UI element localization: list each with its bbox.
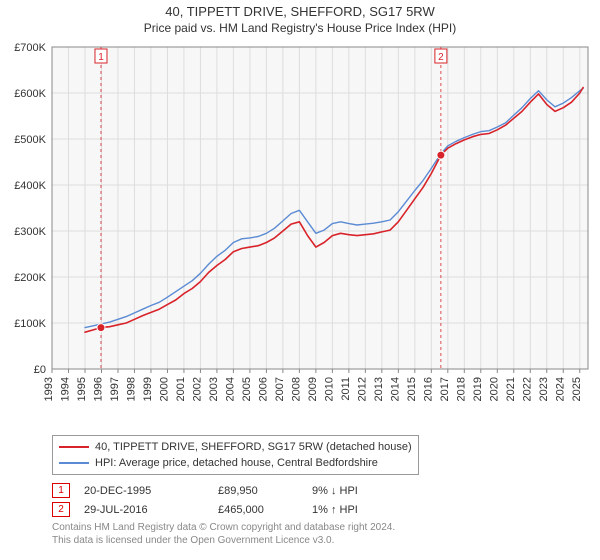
svg-text:2021: 2021 <box>505 377 517 401</box>
svg-text:1994: 1994 <box>59 377 71 401</box>
sale-diff: 1% ↑ HPI <box>312 504 392 516</box>
legend-swatch-hpi <box>59 462 89 464</box>
svg-text:2019: 2019 <box>472 377 484 401</box>
svg-text:1997: 1997 <box>109 377 121 401</box>
svg-text:£400K: £400K <box>14 180 46 192</box>
svg-text:2013: 2013 <box>373 377 385 401</box>
svg-text:£100K: £100K <box>14 318 46 330</box>
svg-text:2014: 2014 <box>389 377 401 401</box>
chart-subtitle: Price paid vs. HM Land Registry's House … <box>6 21 594 35</box>
svg-text:2004: 2004 <box>224 377 236 401</box>
svg-text:2008: 2008 <box>290 377 302 401</box>
footer: Contains HM Land Registry data © Crown c… <box>52 521 594 547</box>
svg-text:1993: 1993 <box>43 377 55 401</box>
svg-text:2000: 2000 <box>158 377 170 401</box>
sale-row: 1 20-DEC-1995 £89,950 9% ↓ HPI <box>52 483 594 498</box>
legend: 40, TIPPETT DRIVE, SHEFFORD, SG17 5RW (d… <box>52 435 419 475</box>
svg-text:£500K: £500K <box>14 134 46 146</box>
svg-text:2024: 2024 <box>554 377 566 401</box>
svg-text:2016: 2016 <box>422 377 434 401</box>
svg-text:2020: 2020 <box>488 377 500 401</box>
svg-text:1995: 1995 <box>76 377 88 401</box>
svg-text:£0: £0 <box>34 364 46 376</box>
svg-text:2009: 2009 <box>307 377 319 401</box>
sale-badge: 1 <box>52 483 70 498</box>
legend-label-price: 40, TIPPETT DRIVE, SHEFFORD, SG17 5RW (d… <box>95 439 412 455</box>
svg-text:2002: 2002 <box>191 377 203 401</box>
footer-line2: This data is licensed under the Open Gov… <box>52 534 594 547</box>
svg-text:2018: 2018 <box>455 377 467 401</box>
svg-text:2023: 2023 <box>538 377 550 401</box>
svg-text:2003: 2003 <box>208 377 220 401</box>
svg-text:1: 1 <box>98 52 104 63</box>
sale-badge: 2 <box>52 502 70 517</box>
svg-text:1999: 1999 <box>142 377 154 401</box>
svg-text:2025: 2025 <box>571 377 583 401</box>
footer-line1: Contains HM Land Registry data © Crown c… <box>52 521 594 534</box>
sale-diff: 9% ↓ HPI <box>312 485 392 497</box>
svg-text:2017: 2017 <box>439 377 451 401</box>
svg-text:1996: 1996 <box>92 377 104 401</box>
svg-text:2: 2 <box>438 52 444 63</box>
svg-text:2007: 2007 <box>274 377 286 401</box>
legend-label-hpi: HPI: Average price, detached house, Cent… <box>95 455 378 471</box>
svg-text:2022: 2022 <box>521 377 533 401</box>
svg-text:£200K: £200K <box>14 272 46 284</box>
svg-text:2006: 2006 <box>257 377 269 401</box>
svg-text:£300K: £300K <box>14 226 46 238</box>
svg-text:2010: 2010 <box>323 377 335 401</box>
svg-text:£700K: £700K <box>14 42 46 54</box>
svg-text:£600K: £600K <box>14 88 46 100</box>
sale-price: £465,000 <box>218 504 298 516</box>
price-chart: £0 £100K £200K £300K £400K £500K £600K £700K 199… <box>6 39 594 429</box>
chart-title: 40, TIPPETT DRIVE, SHEFFORD, SG17 5RW <box>6 4 594 19</box>
svg-text:2015: 2015 <box>406 377 418 401</box>
sale-date: 29-JUL-2016 <box>84 504 204 516</box>
svg-text:2001: 2001 <box>175 377 187 401</box>
sale-records: 1 20-DEC-1995 £89,950 9% ↓ HPI 2 29-JUL-… <box>52 483 594 517</box>
sale-date: 20-DEC-1995 <box>84 485 204 497</box>
sale-price: £89,950 <box>218 485 298 497</box>
legend-swatch-price <box>59 446 89 448</box>
svg-text:2011: 2011 <box>340 377 352 401</box>
sale-row: 2 29-JUL-2016 £465,000 1% ↑ HPI <box>52 502 594 517</box>
legend-item-price: 40, TIPPETT DRIVE, SHEFFORD, SG17 5RW (d… <box>59 439 412 455</box>
svg-text:1998: 1998 <box>125 377 137 401</box>
svg-text:2012: 2012 <box>356 377 368 401</box>
chart-svg: £0 £100K £200K £300K £400K £500K £600K £700K 199… <box>6 39 594 429</box>
svg-text:2005: 2005 <box>241 377 253 401</box>
legend-item-hpi: HPI: Average price, detached house, Cent… <box>59 455 412 471</box>
